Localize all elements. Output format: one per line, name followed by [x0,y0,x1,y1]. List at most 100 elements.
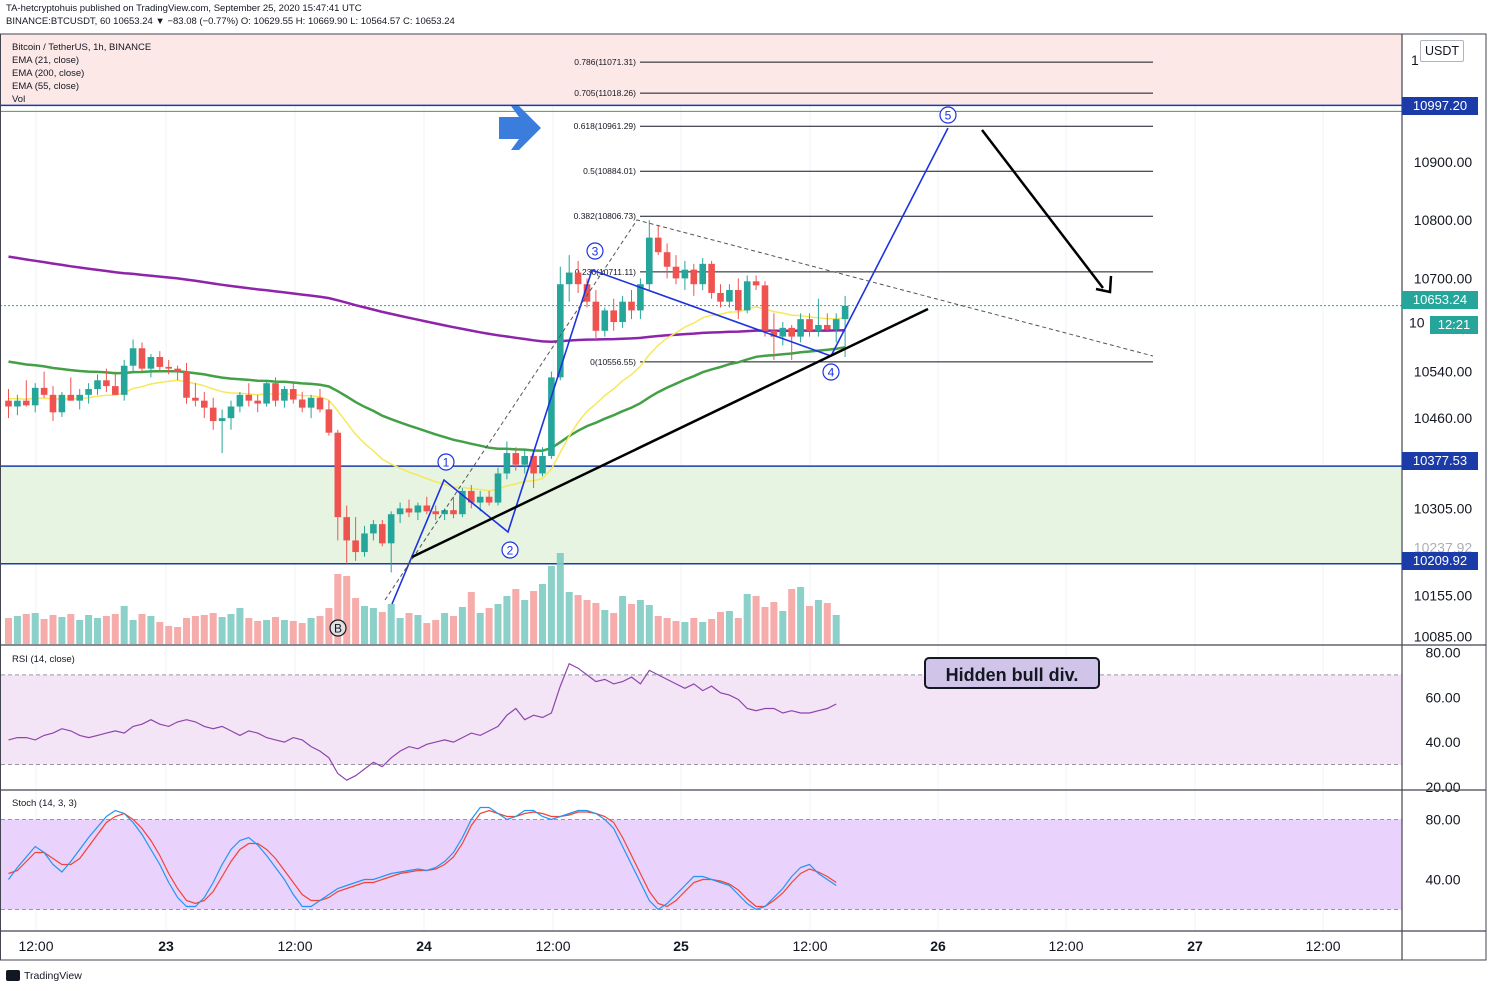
volume-bar [717,612,724,644]
volume-bar [325,608,333,644]
volume-bar [503,596,511,644]
candle-body [138,348,146,369]
candle-body [396,508,404,515]
elliott-wave-path [391,127,949,605]
legend-vol[interactable]: Vol [12,94,26,105]
candle-body [459,490,466,515]
volume-bar [405,613,413,644]
legend-ema21[interactable]: EMA (21, close) [12,55,80,66]
time-tick-label: 12:00 [1305,938,1340,954]
candle-body [530,455,537,474]
volume-bar [485,608,493,644]
publish-info: TA-hetcryptohuis published on TradingVie… [6,3,362,14]
volume-bar [76,620,84,644]
candle-body [307,397,315,408]
volume-bar [111,614,119,644]
resistance-zone [1,34,1402,106]
volume-bar [734,618,742,644]
legend-ema55[interactable]: EMA (55, close) [12,81,80,92]
candle-body [752,281,760,286]
candle-body [49,394,57,413]
candle-body [209,407,217,422]
candle-body [788,327,795,337]
volume-bar [316,616,324,644]
volume-bar [387,604,395,644]
volume-bar [191,616,199,644]
candle-body [681,269,689,279]
candle-body [103,380,110,387]
price-tick-label: 10900.00 [1414,154,1473,170]
candle-body [405,508,413,513]
legend-ema200[interactable]: EMA (200, close) [12,68,85,79]
hidden-bull-div-callout[interactable]: Hidden bull div. [924,657,1100,689]
time-tick-label: 27 [1187,938,1203,954]
price-tick-label: 10155.00 [1414,588,1473,604]
volume-bar [530,591,538,644]
rsi-band [1,674,1402,765]
price-tick-hidden: 10237.92 [1414,539,1473,555]
volume-bar [814,600,822,644]
candle-body [690,269,698,285]
rsi-title[interactable]: RSI (14, close) [12,654,75,665]
volume-bar [263,620,271,644]
blue-arrow-icon [499,106,541,150]
volume-bar [521,600,529,644]
stoch-title[interactable]: Stoch (14, 3, 3) [12,798,77,809]
candle-body [129,348,137,366]
candle-body [361,533,368,553]
volume-bar [636,600,644,644]
candle-body [735,290,742,311]
candle-body [646,237,653,285]
volume-bar [209,613,217,644]
volume-bar [272,617,279,644]
support-top-price-label: 10377.53 [1402,452,1478,470]
volume-bar [619,596,627,644]
volume-bar [58,617,66,644]
ema-lines [8,255,846,492]
candle-body [797,319,804,337]
volume-bar [458,607,466,644]
volume-bar [628,604,635,644]
volume-bar [432,620,440,644]
volume-bar [788,589,796,644]
wave-3-label: 3 [592,245,599,259]
rsi-tick-label: 60.00 [1425,689,1460,705]
tradingview-logo[interactable]: TradingView [6,969,82,983]
candle-body [494,473,502,503]
volume-bar [512,589,520,644]
volume-bar [654,616,662,644]
ema21-line [8,306,846,492]
candle-body [85,389,92,395]
candle-body [14,400,21,407]
currency-button[interactable]: USDT [1420,40,1464,62]
legend-symbol[interactable]: Bitcoin / TetherUS, 1h, BINANCE [12,42,152,53]
candle-body [574,272,582,285]
volume-bar [85,615,93,644]
volume-bar [574,595,582,644]
time-tick-label: 23 [158,938,174,954]
candle-body [147,356,155,369]
price-tick-label: 10800.00 [1414,212,1473,228]
candle-body [316,397,324,410]
volume-bar [67,614,75,644]
candle-body [165,366,172,369]
candle-body [379,524,386,544]
volume-bar [556,553,564,644]
wave-1-circle [437,453,455,471]
candle-body [708,263,715,293]
support-zone [1,466,1402,564]
volume-bar [361,606,368,644]
volume-bar [254,621,262,644]
candle-body [272,383,279,401]
candle-body [610,310,617,323]
candle-body [5,400,12,407]
candle-body [468,490,475,503]
candle-body [370,524,377,534]
volume-bars [5,553,840,644]
volume-bar [752,596,760,644]
chart-border [0,33,1487,961]
candle-body [557,284,564,378]
wave-B-circle [329,619,347,637]
fib-level-label: 0.705(11018.26) [574,88,636,98]
